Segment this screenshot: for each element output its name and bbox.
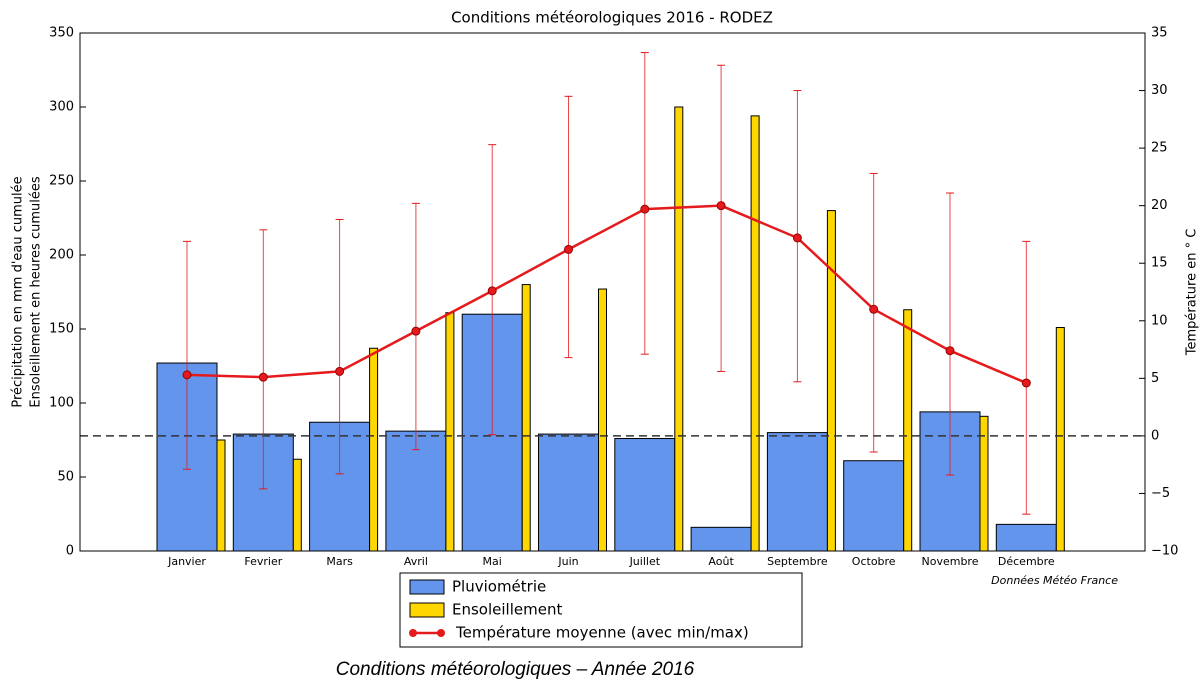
point bbox=[869, 304, 879, 314]
bar bbox=[995, 523, 1057, 552]
legend-swatch bbox=[437, 629, 445, 637]
x-tick-label: Mai bbox=[483, 555, 502, 568]
y2-tick-label: 5 bbox=[1151, 371, 1159, 386]
y2-tick-label: 15 bbox=[1151, 256, 1168, 271]
y-axis-label: Précipitation en mm d'eau cumulée bbox=[11, 176, 26, 407]
point bbox=[411, 326, 421, 336]
y-tick-label: 300 bbox=[49, 100, 74, 115]
bar bbox=[674, 106, 684, 552]
point bbox=[182, 370, 192, 380]
x-tick-label: Mars bbox=[326, 555, 353, 568]
legend-swatch bbox=[409, 602, 445, 618]
y2-tick-label: −5 bbox=[1151, 486, 1170, 501]
point bbox=[487, 286, 497, 296]
line bbox=[186, 204, 1027, 385]
bar bbox=[521, 284, 531, 552]
y2-tick-label: 25 bbox=[1151, 141, 1168, 156]
bar bbox=[614, 438, 676, 552]
point bbox=[792, 233, 802, 243]
y-axis-label: Ensoleillement en heures cumulées bbox=[29, 176, 44, 407]
bar bbox=[1055, 327, 1065, 552]
caption: Conditions météorologiques – Année 2016 bbox=[336, 659, 695, 680]
x-tick-label: Janvier bbox=[167, 555, 206, 568]
legend-label: Température moyenne (avec min/max) bbox=[455, 624, 749, 642]
bar bbox=[750, 115, 760, 552]
bar bbox=[292, 458, 302, 552]
bar bbox=[445, 312, 455, 552]
y2-tick-label: 35 bbox=[1151, 26, 1168, 41]
legend-label: Ensoleillement bbox=[452, 601, 562, 619]
bar bbox=[766, 432, 828, 552]
y2-tick-label: 10 bbox=[1151, 313, 1168, 328]
point bbox=[945, 346, 955, 356]
bar bbox=[843, 460, 905, 552]
chart-title: Conditions météorologiques 2016 - RODEZ bbox=[451, 9, 773, 27]
y-tick-label: 150 bbox=[49, 322, 74, 337]
y2-tick-label: 30 bbox=[1151, 83, 1168, 98]
bar bbox=[690, 526, 752, 552]
x-tick-label: Octobre bbox=[852, 555, 896, 568]
y-tick-label: 100 bbox=[49, 396, 74, 411]
bar bbox=[903, 309, 913, 552]
point bbox=[1021, 378, 1031, 388]
plot-frame bbox=[79, 32, 1146, 552]
x-tick-label: Décembre bbox=[998, 555, 1055, 568]
x-tick-label: Juillet bbox=[629, 555, 661, 568]
x-tick-label: Fevrier bbox=[244, 555, 282, 568]
y2-axis-label: Température en ° C bbox=[1185, 229, 1200, 357]
y-tick-label: 350 bbox=[49, 26, 74, 41]
x-tick-label: Novembre bbox=[922, 555, 979, 568]
x-tick-label: Juin bbox=[557, 555, 578, 568]
point bbox=[640, 204, 650, 214]
point bbox=[716, 201, 726, 211]
point bbox=[564, 244, 573, 254]
bar bbox=[538, 433, 599, 552]
legend-swatch bbox=[409, 579, 445, 595]
bar bbox=[826, 210, 836, 552]
legend-swatch bbox=[409, 629, 417, 637]
y-tick-label: 0 bbox=[66, 544, 74, 559]
x-tick-label: Août bbox=[708, 555, 734, 568]
point bbox=[258, 372, 268, 382]
y-tick-label: 250 bbox=[49, 174, 74, 189]
point bbox=[335, 366, 345, 376]
bar bbox=[369, 347, 379, 552]
y-tick-label: 50 bbox=[57, 470, 74, 485]
legend-box bbox=[399, 572, 803, 648]
x-tick-label: Septembre bbox=[767, 555, 828, 568]
y2-tick-label: 20 bbox=[1151, 198, 1168, 213]
bar bbox=[216, 439, 226, 552]
bar bbox=[598, 288, 607, 552]
y2-tick-label: 0 bbox=[1151, 428, 1159, 443]
legend-label: Pluviométrie bbox=[452, 578, 546, 596]
bar bbox=[385, 430, 447, 552]
x-tick-label: Avril bbox=[404, 555, 428, 568]
y-tick-label: 200 bbox=[49, 248, 74, 263]
annotation: Données Météo France bbox=[991, 574, 1118, 587]
y2-tick-label: −10 bbox=[1151, 544, 1178, 559]
